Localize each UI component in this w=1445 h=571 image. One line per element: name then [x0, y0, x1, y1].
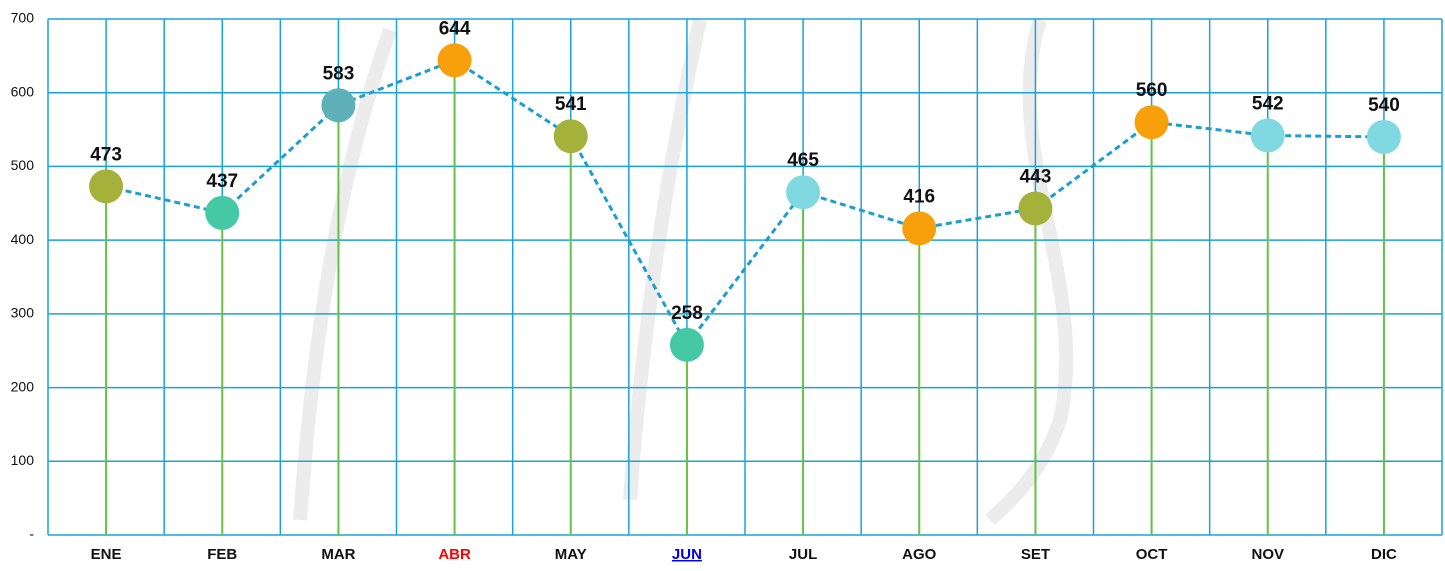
- x-tick-label: JUL: [789, 546, 817, 563]
- watermark: [293, 17, 1074, 526]
- x-tick-label: OCT: [1136, 546, 1168, 563]
- marker: [1250, 118, 1285, 153]
- x-tick-label: FEB: [207, 546, 237, 563]
- value-label: 560: [1136, 80, 1168, 101]
- marker: [205, 195, 240, 230]
- marker: [1134, 105, 1169, 140]
- y-tick-label: 100: [11, 452, 35, 468]
- marker: [1018, 191, 1053, 226]
- value-label: 541: [555, 94, 587, 115]
- marker: [669, 327, 704, 362]
- value-label: 542: [1252, 93, 1284, 114]
- y-tick-label: -: [29, 526, 34, 542]
- y-tick-label: 600: [11, 83, 35, 99]
- y-tick-label: 400: [11, 231, 35, 247]
- marker: [786, 175, 821, 210]
- x-tick-label: NOV: [1251, 546, 1284, 563]
- line: [105, 58, 1384, 348]
- x-tick-label: ENE: [91, 546, 122, 563]
- marker: [902, 211, 937, 246]
- marker: [553, 119, 588, 154]
- value-label: 437: [206, 171, 238, 192]
- x-tick-label: MAY: [555, 546, 587, 563]
- value-label: 644: [439, 18, 471, 39]
- x-tick-label: AGO: [902, 546, 937, 563]
- value-label: 416: [903, 186, 935, 207]
- y-tick-label: 500: [11, 157, 35, 173]
- marker: [89, 169, 124, 204]
- value-label: 258: [671, 303, 703, 324]
- x-tick-label: MAR: [321, 546, 355, 563]
- x-tick-label: DIC: [1371, 546, 1397, 563]
- y-tick-label: 200: [11, 378, 35, 394]
- y-tick-label: 300: [11, 305, 35, 321]
- value-label: 473: [90, 144, 122, 165]
- marker: [1366, 119, 1401, 154]
- x-tick-label: SET: [1021, 546, 1050, 563]
- value-label: 540: [1368, 95, 1400, 116]
- value-label: 443: [1020, 166, 1052, 187]
- value-label: 583: [323, 63, 355, 84]
- x-tick-label[interactable]: JUN: [672, 546, 702, 563]
- value-label: 465: [787, 150, 819, 171]
- marker: [437, 43, 472, 78]
- x-tick-label: ABR: [438, 546, 471, 563]
- marker: [321, 88, 356, 123]
- y-tick-label: 700: [11, 10, 35, 26]
